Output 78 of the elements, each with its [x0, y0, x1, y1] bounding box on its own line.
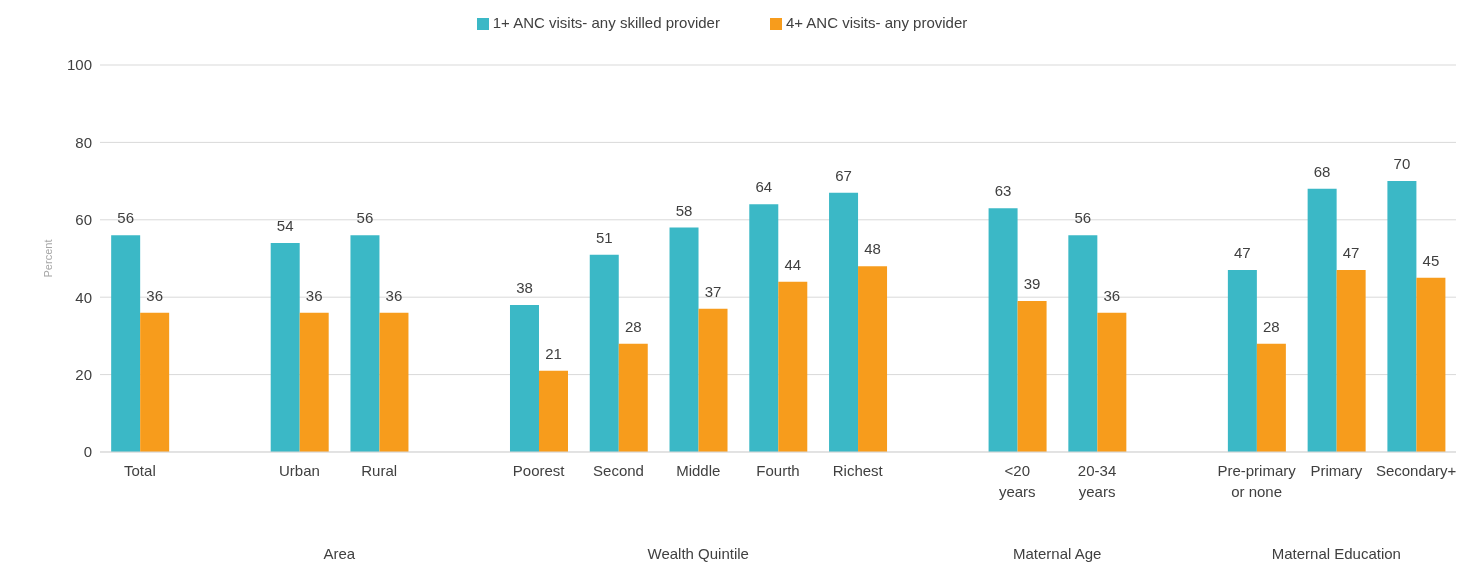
x-tick-label: Second [593, 462, 644, 479]
x-tick-label: Total [124, 462, 156, 479]
bar [1227, 270, 1257, 452]
data-label: 47 [1234, 244, 1251, 262]
data-label: 28 [1263, 317, 1280, 335]
bar [618, 343, 648, 452]
data-label: 58 [675, 201, 693, 219]
bar [299, 312, 329, 452]
y-tick-label: 80 [75, 133, 92, 151]
data-label: 44 [784, 255, 802, 273]
text: Area [322, 545, 357, 562]
bar [538, 370, 568, 452]
x-tick-label: Middle [676, 462, 721, 479]
data-label: 21 [545, 344, 562, 362]
data-label: 47 [1342, 244, 1360, 262]
bar [1387, 181, 1417, 452]
bar [1068, 235, 1098, 452]
y-tick-label: 40 [75, 288, 92, 306]
x-tick-label: Urban [278, 462, 320, 479]
bar [1416, 277, 1446, 452]
y-axis-title: Percent [41, 239, 54, 278]
bar [1256, 343, 1286, 452]
y-tick-label: 100 [66, 56, 92, 74]
y-tick-label: 20 [75, 365, 92, 383]
x-tick-label: 20-34 years [1077, 462, 1117, 500]
legend-label: 4+ ANC visits- any provider [785, 14, 968, 31]
y-tick-label: 60 [75, 211, 92, 229]
data-label: 67 [835, 166, 852, 184]
data-label: 28 [624, 317, 642, 335]
data-label: 48 [864, 240, 881, 258]
bar [1097, 312, 1127, 452]
bar [270, 243, 300, 452]
data-label: 38 [516, 278, 533, 296]
bar [858, 266, 888, 452]
data-label: 54 [276, 217, 294, 235]
x-tick-label: Pre-primary or none [1217, 462, 1297, 500]
bar [509, 304, 539, 452]
data-label: 51 [595, 228, 613, 246]
data-label: 36 [1103, 286, 1121, 304]
data-label: 56 [117, 209, 135, 227]
bar [1336, 270, 1366, 452]
data-label: 70 [1393, 155, 1411, 173]
x-tick-label: Secondary+ [1375, 462, 1457, 479]
data-label: 39 [1023, 275, 1041, 293]
x-tick-label: Richest [832, 462, 884, 479]
y-tick-label: 0 [83, 443, 92, 461]
x-tick-label: <20 years [998, 462, 1036, 500]
x-tick-label: Fourth [756, 462, 800, 479]
data-label: 63 [994, 182, 1012, 200]
text: Maternal Education [1270, 545, 1402, 562]
bar [350, 235, 380, 452]
data-label: 45 [1422, 251, 1440, 269]
bar [749, 204, 779, 452]
bar [698, 308, 728, 452]
bar [778, 281, 808, 452]
x-tick-label: Poorest [512, 462, 566, 479]
data-label: 56 [1074, 209, 1092, 227]
bar [988, 208, 1018, 452]
bar [829, 192, 859, 452]
data-label: 68 [1313, 162, 1331, 180]
x-tick-label: Rural [361, 462, 398, 479]
legend-label: 1+ ANC visits- any skilled provider [492, 14, 720, 31]
bar [589, 254, 619, 452]
bar [669, 227, 699, 452]
bar [140, 312, 170, 452]
data-label: 56 [356, 209, 374, 227]
x-tick-label: Primary [1310, 462, 1363, 479]
text: Wealth Quintile [646, 545, 750, 562]
data-label: 64 [755, 178, 773, 196]
bar [1017, 301, 1047, 452]
data-label: 36 [146, 286, 164, 304]
bar [1307, 188, 1337, 452]
data-label: 36 [305, 286, 323, 304]
text: Maternal Age [1011, 545, 1103, 562]
bar [111, 235, 141, 452]
bar [379, 312, 409, 452]
data-label: 36 [385, 286, 403, 304]
data-label: 37 [704, 282, 722, 300]
